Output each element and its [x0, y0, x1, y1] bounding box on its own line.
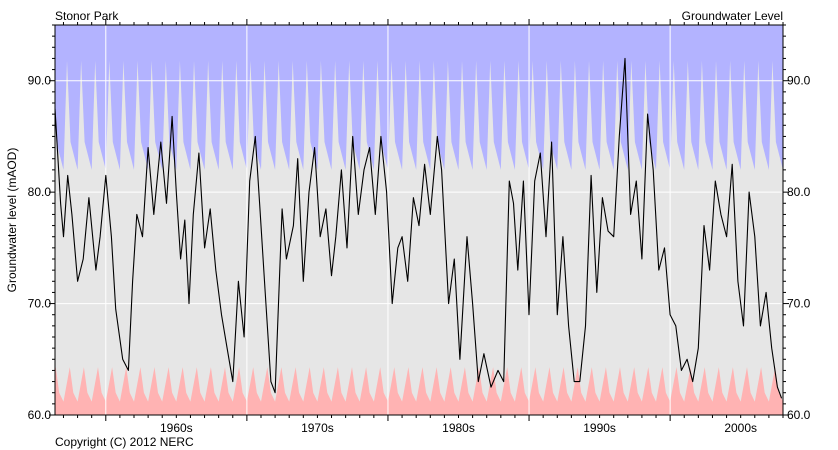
copyright-note: Copyright (C) 2012 NERC [55, 435, 194, 449]
high-band [55, 25, 783, 170]
y-tick-label-left: 60.0 [28, 408, 52, 422]
low-band [55, 367, 783, 415]
series-layer [55, 57, 783, 399]
y-tick-label-right: 70.0 [787, 297, 811, 311]
y-tick-label-left: 80.0 [28, 185, 52, 199]
y-tick-label-right: 90.0 [787, 74, 811, 88]
x-tick-label: 1970s [301, 421, 334, 435]
x-tick-label: 2000s [724, 421, 757, 435]
seasonal-range-bands [55, 25, 783, 415]
x-tick-label: 1980s [442, 421, 475, 435]
plot-border [54, 24, 784, 416]
groundwater-level-line [55, 57, 783, 399]
axis-ticks [49, 19, 789, 421]
y-axis-label: Groundwater level (mAOD) [5, 148, 19, 293]
tick-labels: 60.0 60.0 70.0 70.0 80.0 80.0 90.0 90.0 1960s 197… [28, 74, 811, 435]
chart-title-right: Groundwater Level [682, 9, 783, 23]
y-tick-label-left: 70.0 [28, 297, 52, 311]
y-tick-label-right: 60.0 [787, 408, 811, 422]
y-tick-label-right: 80.0 [787, 185, 811, 199]
y-tick-label-left: 90.0 [28, 74, 52, 88]
x-tick-label: 1990s [583, 421, 616, 435]
x-tick-label: 1960s [160, 421, 193, 435]
chart-title-left: Stonor Park [55, 9, 119, 23]
